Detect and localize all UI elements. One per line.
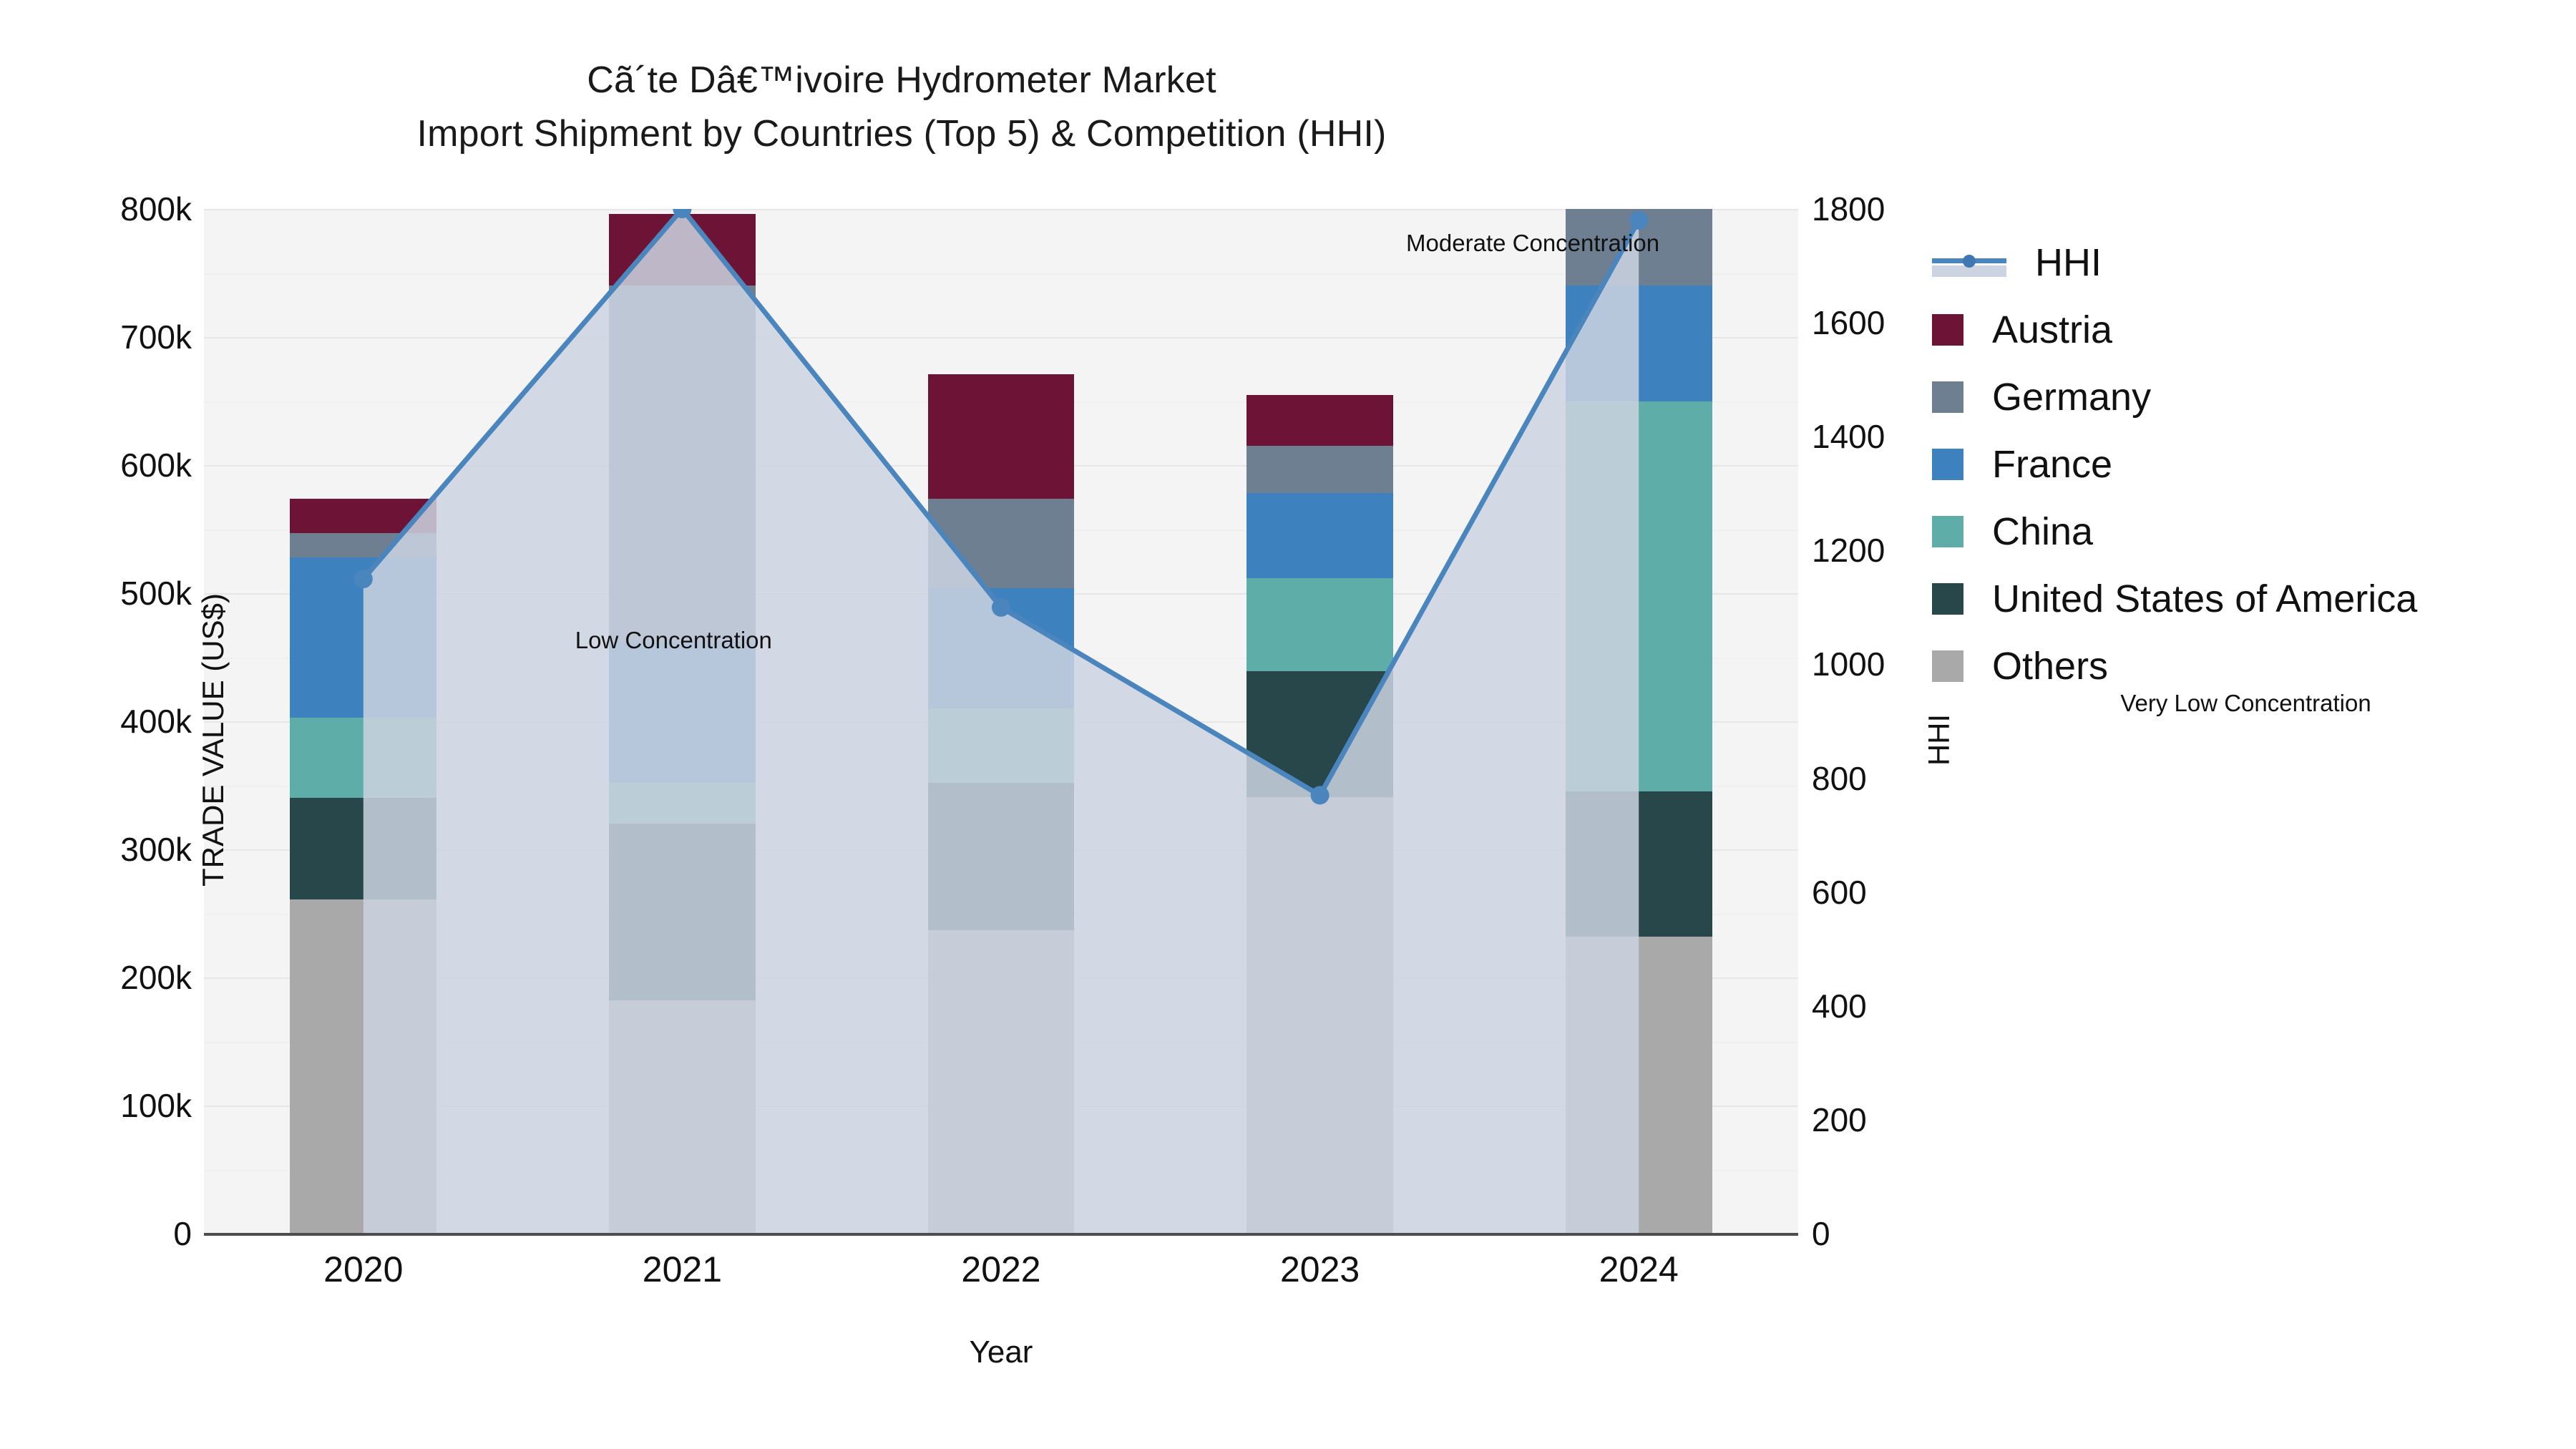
- secondary-y-axis-tick-label: 1000: [1812, 645, 1885, 683]
- legend-label: HHI: [2035, 241, 2102, 284]
- bar-segment[interactable]: [1246, 577, 1394, 672]
- secondary-y-axis-tick-label: 1800: [1812, 190, 1885, 228]
- legend-item-hhi[interactable]: HHI: [1932, 229, 2417, 296]
- legend-label: United States of America: [1992, 577, 2418, 620]
- legend-item-united-states-of-america[interactable]: United States of America: [1932, 565, 2417, 633]
- y-axis-tick-label: 700k: [120, 318, 192, 356]
- legend-label: Others: [1992, 645, 2109, 688]
- secondary-y-axis-tick-label: 400: [1812, 987, 1867, 1025]
- legend-color-swatch-icon: [1932, 583, 1963, 615]
- hhi-data-point[interactable]: [1629, 210, 1649, 230]
- y-axis-tick-label: 500k: [120, 575, 192, 612]
- y-axis-tick-label: 600k: [120, 447, 192, 484]
- y-axis-tick-label: 200k: [120, 959, 192, 996]
- legend: HHI Austria Germany France China United State…: [1932, 229, 2417, 700]
- secondary-y-axis-tick-label: 1600: [1812, 304, 1885, 342]
- secondary-y-axis-tick-label: 600: [1812, 873, 1867, 911]
- legend-color-swatch-icon: [1932, 650, 1963, 682]
- bar-segment[interactable]: [927, 374, 1075, 499]
- legend-color-swatch-icon: [1932, 314, 1963, 346]
- concentration-annotation: Low Concentration: [575, 627, 772, 654]
- y-axis-tick-label: 400k: [120, 703, 192, 740]
- y-axis-tick-label: 0: [173, 1215, 192, 1252]
- concentration-annotation: Moderate Concentration: [1406, 229, 1660, 256]
- secondary-y-axis-tick-label: 800: [1812, 759, 1867, 797]
- legend-label: Austria: [1992, 308, 2113, 351]
- plot-area: [204, 209, 1798, 1234]
- gridline: [204, 337, 1798, 338]
- y-axis-tick-label: 300k: [120, 831, 192, 868]
- legend-item-china[interactable]: China: [1932, 498, 2417, 565]
- y-axis-tick-label: 100k: [120, 1087, 192, 1124]
- hhi-data-point[interactable]: [1310, 786, 1330, 805]
- x-axis-tick-label: 2023: [1279, 1249, 1360, 1289]
- legend-item-austria[interactable]: Austria: [1932, 296, 2417, 364]
- hhi-area-fill: [363, 209, 1639, 1234]
- hhi-data-point[interactable]: [992, 597, 1010, 617]
- x-axis-line: [204, 1233, 1798, 1236]
- x-axis-tick-label: 2020: [323, 1249, 404, 1289]
- bar-segment[interactable]: [1246, 493, 1394, 578]
- chart-title-line-2: Import Shipment by Countries (Top 5) & C…: [416, 113, 1387, 155]
- hhi-line-top: [353, 209, 1649, 805]
- hhi-line-overlay: [363, 209, 1639, 1234]
- hhi-line: [361, 209, 1641, 798]
- secondary-y-axis-tick-label: 200: [1812, 1101, 1867, 1138]
- concentration-annotation: Very Low Concentration: [2120, 689, 2371, 716]
- secondary-y-axis-tick-label: 0: [1812, 1215, 1830, 1252]
- x-axis-label: Year: [969, 1335, 1033, 1370]
- legend-item-others[interactable]: Others: [1932, 633, 2417, 700]
- legend-label: China: [1992, 510, 2094, 553]
- hhi-data-point[interactable]: [673, 209, 692, 218]
- legend-item-germany[interactable]: Germany: [1932, 364, 2417, 431]
- legend-line-marker-icon: [1932, 247, 2006, 278]
- bar-segment[interactable]: [1246, 446, 1394, 494]
- y-axis-tick-label: 800k: [120, 190, 192, 228]
- chart-title: Cã´te Dâ€™ivoire Hydrometer Market Impor…: [0, 54, 1803, 162]
- y-axis-label: TRADE VALUE (US$): [196, 593, 230, 887]
- legend-color-swatch-icon: [1932, 449, 1963, 480]
- legend-label: Germany: [1992, 376, 2152, 419]
- x-axis-tick-label: 2022: [961, 1249, 1041, 1289]
- chart-title-line-1: Cã´te Dâ€™ivoire Hydrometer Market: [587, 59, 1216, 101]
- x-axis-tick-label: 2024: [1599, 1249, 1679, 1289]
- legend-item-france[interactable]: France: [1932, 431, 2417, 498]
- legend-color-swatch-icon: [1932, 381, 1963, 413]
- gridline: [204, 209, 1798, 210]
- secondary-y-axis-ticks: 0 200 400 600 800 1000 1200 1400 1600 1800: [1809, 0, 1981, 1449]
- gridline: [204, 273, 1798, 275]
- hhi-data-point[interactable]: [353, 570, 373, 589]
- legend-color-swatch-icon: [1932, 516, 1963, 547]
- bar-segment[interactable]: [1246, 394, 1394, 447]
- secondary-y-axis-tick-label: 1200: [1812, 532, 1885, 570]
- secondary-y-axis-tick-label: 1400: [1812, 418, 1885, 456]
- y-axis-ticks: 0 100k 200k 300k 400k 500k 600k 700k 800k: [43, 0, 193, 1449]
- legend-label: France: [1992, 443, 2113, 486]
- x-axis-tick-label: 2021: [642, 1249, 723, 1289]
